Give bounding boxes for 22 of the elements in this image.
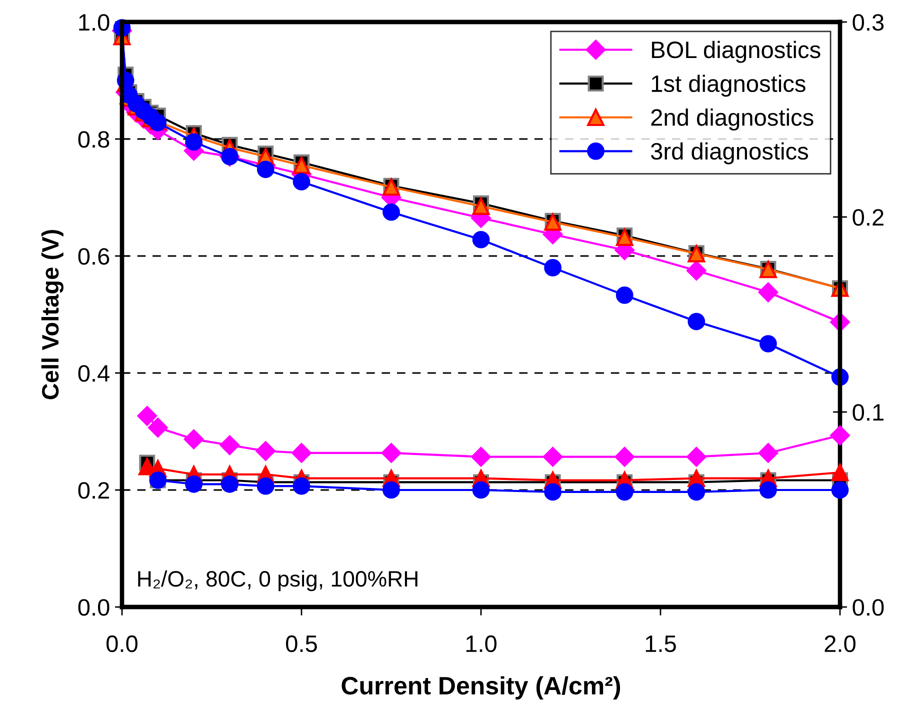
y-tick-label: 0.8 xyxy=(78,131,110,148)
y-tick-label: 0.6 xyxy=(78,248,110,265)
y-tick-label: 1.0 xyxy=(79,14,110,31)
y2-tick-label: 0.2 xyxy=(852,209,884,226)
x-tick-label: 2.0 xyxy=(824,635,856,652)
x-tick-label: 1.5 xyxy=(646,636,676,652)
y2-tick-label: 0.0 xyxy=(852,599,884,616)
y-tick-label: 0.4 xyxy=(78,365,110,382)
x-tick-label: 0.0 xyxy=(106,635,138,652)
x-tick-label: 0.5 xyxy=(286,635,317,652)
annotation: H₂/O₂, 80C, 0 psig, 100%RH xyxy=(138,570,418,592)
y2-tick-label: 0.3 xyxy=(852,14,884,31)
legend-label: 1st diagnostics xyxy=(652,74,806,97)
x-axis-title: Current Density (A/cm²) xyxy=(342,676,620,700)
legend-label: BOL diagnostics xyxy=(652,40,820,63)
y-tick-label: 0.2 xyxy=(78,482,110,499)
y2-tick-label: 0.1 xyxy=(852,404,884,421)
legend-label: 2nd diagnostics xyxy=(651,108,814,131)
legend-label: 3rd diagnostics xyxy=(650,142,808,164)
x-tick-label: 1.0 xyxy=(466,635,496,652)
y-axis-title: Cell Voltage (V) xyxy=(41,230,64,400)
y-tick-label: 0.0 xyxy=(78,599,110,616)
